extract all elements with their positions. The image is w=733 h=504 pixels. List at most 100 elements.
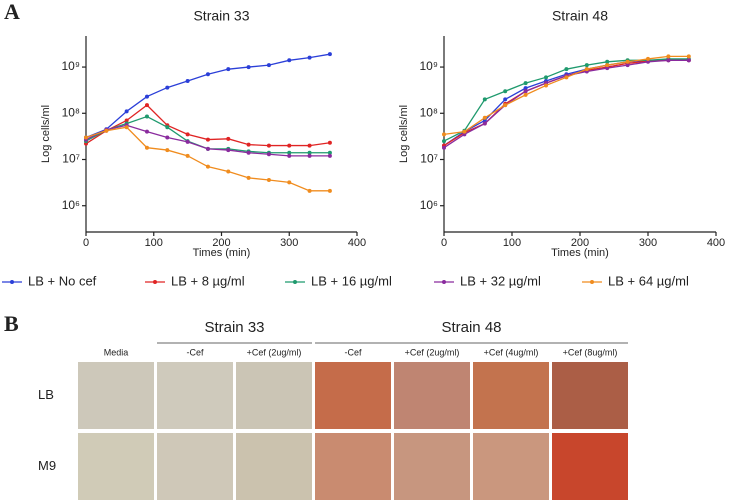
well: [394, 433, 470, 500]
data-point: [544, 83, 548, 88]
y-axis-label: Log cells/ml: [40, 105, 52, 163]
legend-marker: [293, 280, 297, 284]
x-tick-label: 400: [348, 237, 366, 249]
y-tick-label: 10⁸: [420, 105, 438, 119]
chart-title: Strain 33: [193, 8, 249, 24]
data-point: [482, 97, 487, 102]
x-tick-label: 0: [83, 237, 89, 249]
data-point: [503, 97, 508, 102]
data-point: [482, 115, 487, 120]
well: [552, 362, 628, 429]
y-tick-label: 10⁹: [420, 59, 439, 73]
data-point: [686, 54, 691, 59]
group-title: Strain 48: [441, 319, 501, 336]
data-point: [564, 75, 569, 80]
data-point: [205, 72, 210, 77]
column-header: -Cef: [186, 347, 204, 357]
data-point: [165, 125, 170, 130]
data-point: [185, 139, 190, 144]
well: [473, 362, 549, 429]
data-point: [584, 63, 589, 68]
data-point: [124, 125, 129, 130]
x-tick-label: 200: [212, 237, 230, 249]
data-point: [442, 139, 446, 144]
y-tick-label: 10⁶: [420, 198, 438, 212]
data-point: [144, 129, 149, 134]
data-point: [266, 152, 271, 157]
y-axis-label: Log cells/ml: [398, 105, 410, 163]
data-point: [185, 153, 190, 158]
data-point: [686, 58, 691, 63]
data-point: [226, 148, 231, 153]
data-point: [307, 55, 312, 60]
data-point: [307, 153, 312, 158]
data-point: [327, 140, 332, 145]
chart-title: Strain 48: [552, 8, 608, 24]
well: [157, 362, 233, 429]
x-axis-label: Times (min): [551, 247, 609, 259]
data-point: [165, 135, 170, 140]
well: [78, 362, 154, 429]
group-title: Strain 33: [204, 319, 264, 336]
data-point: [287, 143, 292, 148]
y-tick-label: 10⁸: [62, 105, 80, 119]
x-tick-label: 300: [280, 237, 298, 249]
column-header: +Cef (2ug/ml): [405, 347, 460, 357]
data-point: [307, 188, 312, 193]
legend-label: LB + 64 µg/ml: [608, 273, 689, 288]
legend-label: LB + No cef: [28, 273, 97, 288]
data-point: [226, 169, 231, 174]
data-point: [564, 67, 569, 72]
column-header: +Cef (8ug/ml): [563, 347, 618, 357]
x-tick-label: 100: [145, 237, 163, 249]
data-point: [327, 52, 332, 57]
y-tick-label: 10⁶: [62, 198, 80, 212]
data-point: [287, 180, 292, 185]
data-point: [287, 150, 292, 155]
data-point: [646, 59, 650, 64]
data-point: [205, 164, 210, 169]
legend-label: LB + 16 µg/ml: [311, 273, 392, 288]
x-tick-label: 200: [571, 237, 589, 249]
data-point: [84, 135, 88, 140]
data-point: [482, 121, 487, 126]
data-point: [165, 85, 170, 90]
data-point: [144, 114, 149, 119]
data-point: [503, 89, 508, 94]
well: [78, 433, 154, 500]
data-point: [185, 132, 190, 137]
data-point: [266, 178, 271, 183]
data-point: [605, 66, 610, 71]
well: [315, 362, 391, 429]
data-point: [124, 109, 129, 114]
legend-marker: [153, 280, 157, 284]
legend-marker: [10, 280, 14, 284]
data-point: [246, 150, 251, 155]
data-point: [266, 143, 271, 148]
well: [157, 433, 233, 500]
data-point: [226, 67, 231, 72]
panel-label: A: [4, 0, 20, 24]
well: [473, 433, 549, 500]
data-point: [523, 86, 528, 91]
data-point: [523, 92, 528, 97]
data-point: [462, 129, 467, 134]
data-point: [144, 145, 149, 150]
legend-label: LB + 8 µg/ml: [171, 273, 245, 288]
data-point: [503, 103, 508, 108]
data-point: [307, 150, 312, 155]
data-point: [666, 58, 671, 63]
legend-marker: [442, 280, 446, 284]
row-label: LB: [38, 387, 54, 402]
row-label: M9: [38, 458, 56, 473]
data-point: [246, 65, 251, 70]
column-header: +Cef (4ug/ml): [484, 347, 539, 357]
data-point: [625, 63, 630, 68]
legend-label: LB + 32 µg/ml: [460, 273, 541, 288]
data-point: [246, 142, 251, 147]
x-tick-label: 300: [639, 237, 657, 249]
data-point: [646, 56, 650, 61]
data-point: [442, 132, 446, 137]
y-tick-label: 10⁹: [62, 59, 81, 73]
